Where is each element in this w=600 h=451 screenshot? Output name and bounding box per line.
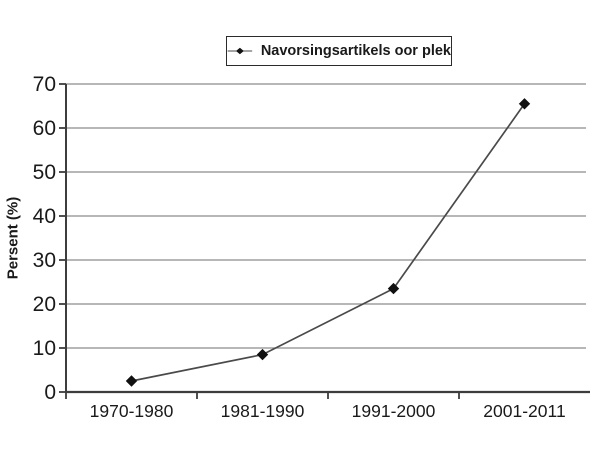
data-point-marker bbox=[125, 375, 138, 387]
y-axis-title: Persent (%) bbox=[4, 196, 22, 280]
data-point-marker bbox=[256, 348, 269, 361]
legend-label: Navorsingsartikels oor plek bbox=[260, 43, 451, 59]
x-category-label: 1970-1980 bbox=[90, 401, 174, 421]
y-tick-label: 50 bbox=[33, 161, 56, 184]
legend-diamond bbox=[236, 47, 244, 55]
legend-marker-icon bbox=[227, 47, 253, 55]
series-line bbox=[131, 103, 526, 382]
x-category-label: 2001-2011 bbox=[483, 401, 565, 421]
y-tick-label: 10 bbox=[33, 337, 56, 360]
y-tick-label: 0 bbox=[44, 381, 56, 404]
data-point-marker bbox=[387, 282, 400, 295]
y-tick-label: 70 bbox=[33, 73, 56, 96]
legend: Navorsingsartikels oor plek bbox=[226, 36, 452, 66]
x-category-label: 1991-2000 bbox=[352, 401, 436, 421]
y-tick-label: 40 bbox=[33, 205, 56, 228]
y-tick-label: 60 bbox=[33, 117, 56, 140]
x-category-label: 1981-1990 bbox=[221, 401, 305, 421]
y-tick-label: 30 bbox=[33, 249, 56, 272]
y-tick-label: 20 bbox=[33, 293, 56, 316]
data-point-marker bbox=[518, 98, 531, 110]
